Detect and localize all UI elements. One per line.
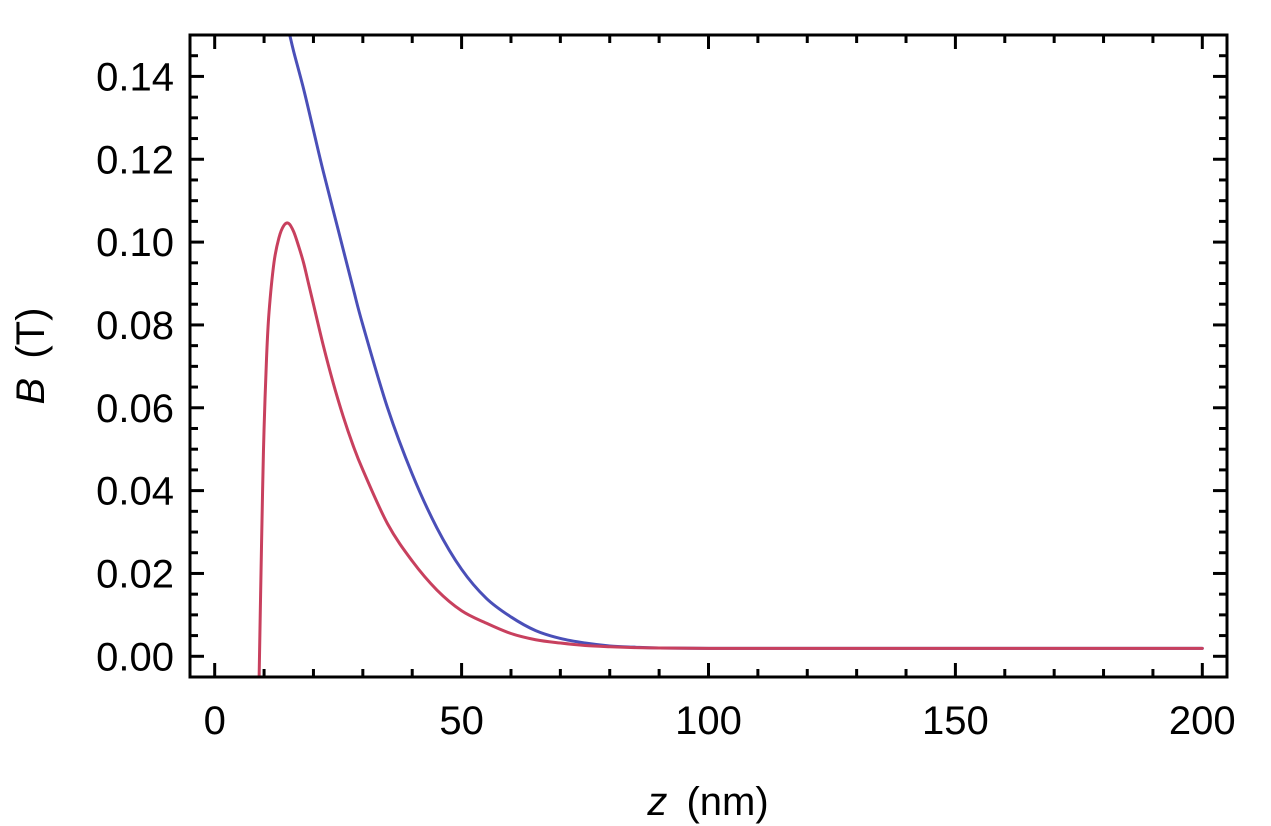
y-axis-label-symbol: B <box>9 378 53 405</box>
x-tick-label: 100 <box>675 699 742 743</box>
x-axis-label-symbol: z <box>646 780 667 824</box>
x-axis-label: z (nm) <box>646 780 768 824</box>
y-tick-label: 0.14 <box>96 55 174 99</box>
x-tick-label: 0 <box>204 699 226 743</box>
y-tick-label: 0.10 <box>96 221 174 265</box>
ticks-layer: 0 50 100 150 200 0.00 0.02 0.04 0.06 0.08 0.10 0.12… <box>96 33 1236 743</box>
y-tick-label: 0.12 <box>96 138 174 182</box>
x-axis-label-unit: (nm) <box>686 780 768 824</box>
y-tick-label: 0.08 <box>96 304 174 348</box>
y-axis-label-unit: (T) <box>9 308 53 359</box>
series-layer <box>257 33 1204 679</box>
y-tick-label: 0.02 <box>96 552 174 596</box>
x-tick-label: 50 <box>439 699 484 743</box>
y-tick-label: 0.04 <box>96 470 174 514</box>
series-line-2 <box>257 221 1204 679</box>
x-tick-label: 150 <box>922 699 989 743</box>
y-tick-label: 0.06 <box>96 387 174 431</box>
x-tick-label: 200 <box>1169 699 1236 743</box>
y-tick-label: 0.00 <box>96 635 174 679</box>
y-axis-label: B (T) <box>9 308 53 405</box>
plot-frame <box>188 33 1229 679</box>
